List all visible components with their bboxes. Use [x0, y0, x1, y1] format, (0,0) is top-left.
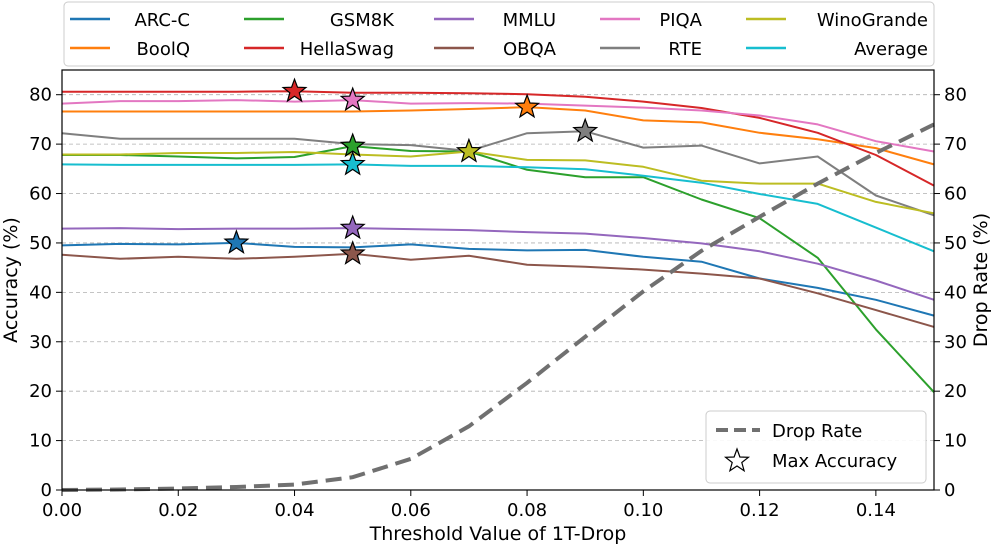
- legend-br-box: [705, 410, 927, 484]
- y2-tick-label: 80: [944, 85, 967, 106]
- y-tick-label: 70: [29, 134, 52, 155]
- y2-tick-label: 60: [944, 184, 967, 205]
- series-line-winogrande: [62, 150, 935, 215]
- x-tick-label: 0.00: [42, 500, 82, 521]
- axes: 0.00 0.02 0.04 0.06 0.08 0.10 0.12 0.14 0 0 10 10 20…: [29, 85, 967, 521]
- series-line-hellaswag: [62, 90, 935, 187]
- y2-tick-label: 20: [944, 381, 967, 402]
- legend-label-average: Average: [854, 39, 928, 60]
- legend-swatch-max-accuracy: [723, 447, 751, 473]
- x-tick-label: 0.08: [507, 500, 547, 521]
- max-star-rte: [572, 117, 599, 143]
- max-star-piqa: [339, 86, 366, 112]
- drop-rate-line: [61, 122, 935, 492]
- legend-top: ARC-C GSM8K MMLU PIQA WinoGrande BoolQ HellaSw…: [63, 1, 935, 67]
- y-tick-label: 0: [41, 480, 52, 501]
- max-star-hellaswag: [281, 77, 308, 103]
- x-tick-label: 0.02: [158, 500, 198, 521]
- legend-label-gsm8k: GSM8K: [330, 10, 395, 31]
- y-tick-label: 20: [29, 381, 52, 402]
- max-accuracy-stars: [223, 77, 599, 265]
- y-tick-label: 60: [29, 184, 52, 205]
- y2-tick-label: 10: [944, 431, 967, 452]
- series-line-arc-c: [61, 241, 935, 317]
- y-tick-label: 50: [29, 233, 52, 254]
- legend-label-rte: RTE: [668, 39, 702, 60]
- max-star-winogrande: [455, 137, 482, 163]
- x-tick-label: 0.06: [391, 500, 431, 521]
- y-axis-label: Accuracy (%): [0, 217, 22, 343]
- y-tick-label: 10: [29, 431, 52, 452]
- legend-label-arc-c: ARC-C: [134, 10, 190, 31]
- max-star-boolq: [514, 93, 541, 119]
- legend-label-mmlu: MMLU: [503, 10, 556, 31]
- legend-bottom-right: Drop Rate Max Accuracy: [705, 410, 927, 484]
- x-tick-label: 0.04: [274, 500, 314, 521]
- legend-label-piqa: PIQA: [659, 10, 702, 31]
- legend-top-box: [63, 1, 935, 67]
- x-tick-label: 0.12: [740, 500, 780, 521]
- legend-label-boolq: BoolQ: [136, 39, 190, 60]
- series-line-obqa: [61, 252, 935, 328]
- legend-label-obqa: OBQA: [503, 39, 557, 60]
- legend-label-max-accuracy: Max Accuracy: [772, 451, 897, 472]
- series-line-piqa: [61, 99, 935, 153]
- y2-axis-label: Drop Rate (%): [970, 213, 992, 347]
- series-layer: [61, 90, 935, 492]
- y-tick-label: 30: [29, 332, 52, 353]
- y2-tick-label: 40: [944, 282, 967, 303]
- y2-tick-label: 50: [944, 233, 967, 254]
- series-line-mmlu: [61, 227, 935, 301]
- series-line-rte: [61, 130, 935, 217]
- legend-label-drop-rate: Drop Rate: [772, 421, 862, 442]
- series-line-average: [61, 163, 935, 253]
- plot-frame: [61, 69, 935, 491]
- max-star-mmlu: [339, 214, 366, 240]
- series-line-gsm8k: [62, 145, 935, 393]
- legend-label-winogrande: WinoGrande: [817, 10, 928, 31]
- y-tick-label: 80: [29, 85, 52, 106]
- x-axis-label: Threshold Value of 1T-Drop: [369, 523, 627, 545]
- y2-tick-label: 30: [944, 332, 967, 353]
- max-star-arc-c: [223, 229, 250, 254]
- series-line-boolq: [62, 106, 935, 166]
- y-tick-label: 40: [29, 282, 52, 303]
- x-tick-label: 0.10: [623, 500, 663, 521]
- y2-tick-label: 0: [944, 480, 955, 501]
- legend-label-hellaswag: HellaSwag: [300, 39, 394, 60]
- max-star-obqa: [339, 240, 366, 265]
- y2-tick-label: 70: [944, 134, 967, 155]
- max-star-average: [339, 150, 366, 176]
- x-tick-label: 0.14: [856, 500, 896, 521]
